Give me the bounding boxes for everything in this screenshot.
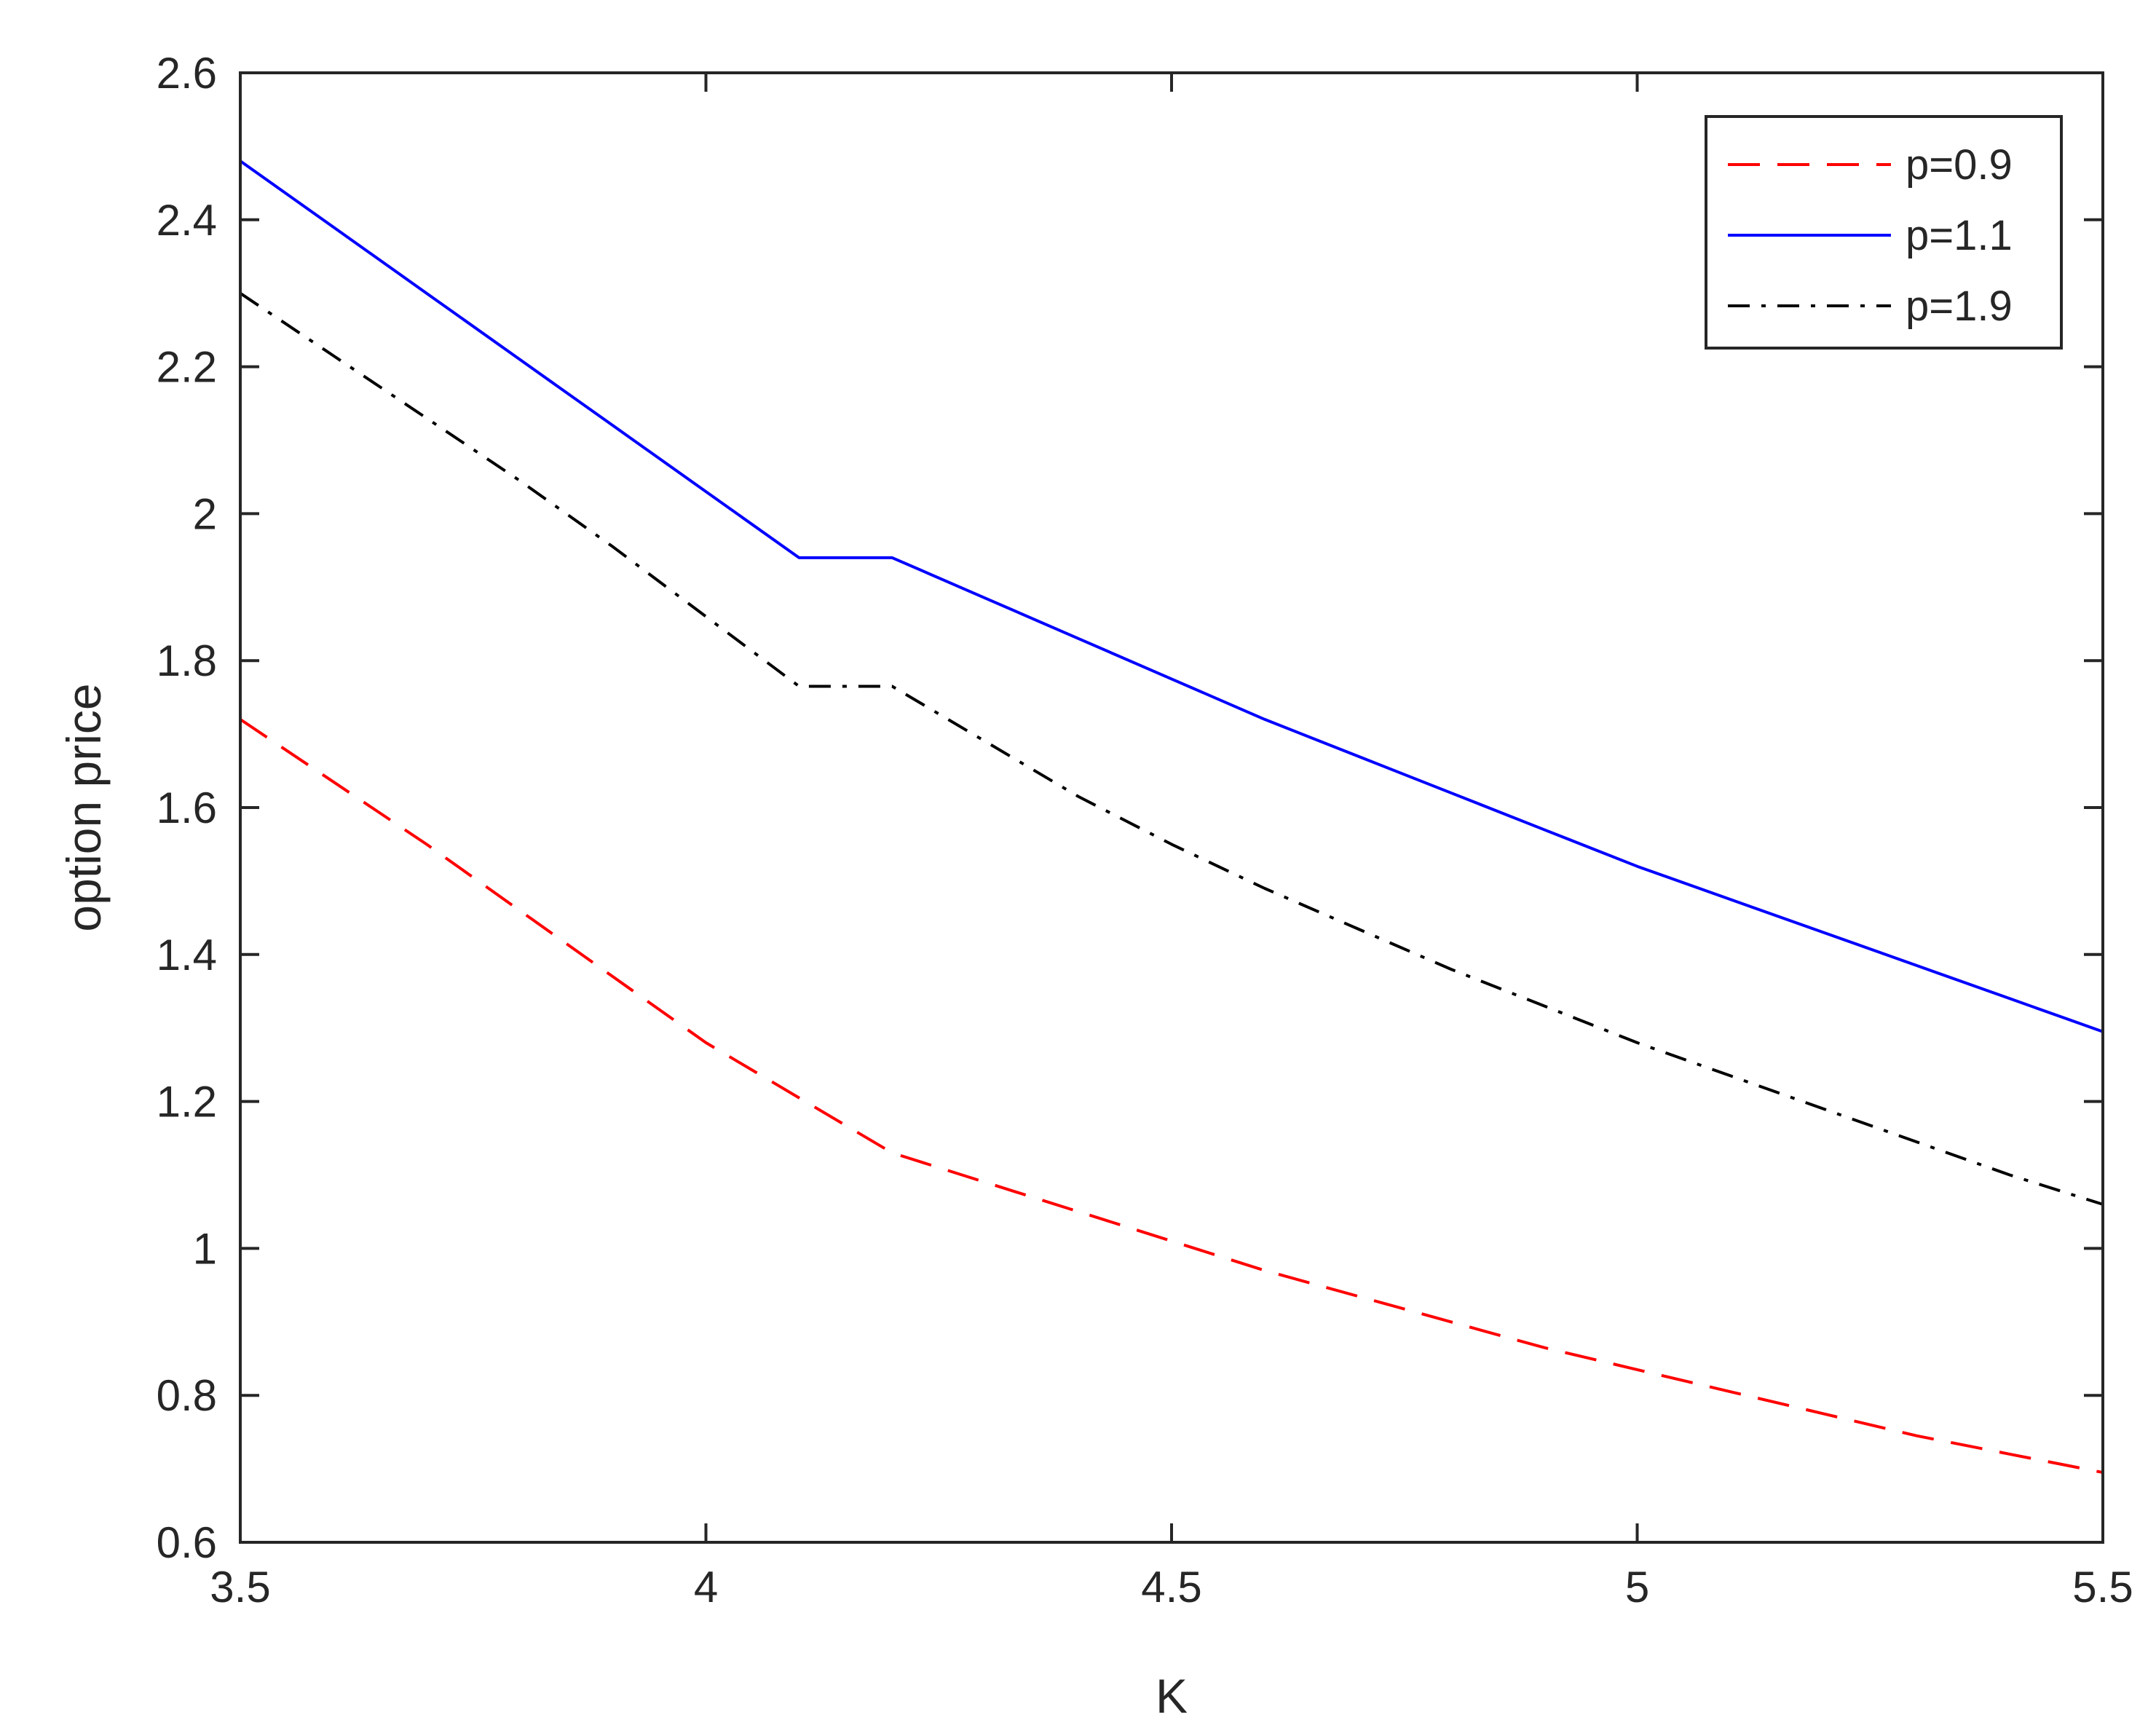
y-tick-label: 2.2 bbox=[157, 343, 217, 392]
y-tick-label: 0.6 bbox=[157, 1518, 217, 1567]
series-line-p-1-1 bbox=[239, 159, 2104, 1033]
y-axis-label: option price bbox=[57, 683, 111, 931]
series-line-p-1-9 bbox=[239, 292, 2104, 1206]
y-tick-label: 2.4 bbox=[157, 196, 217, 245]
legend-box bbox=[1705, 115, 2063, 350]
y-tick-label: 1.6 bbox=[157, 784, 217, 832]
y-tick-label: 1 bbox=[193, 1224, 217, 1273]
series-line-p-0-9 bbox=[239, 718, 2104, 1475]
y-tick-label: 1.2 bbox=[157, 1078, 217, 1127]
x-tick-label: 4.5 bbox=[1141, 1563, 1201, 1611]
series-layer bbox=[239, 159, 2104, 1475]
x-axis-label: K bbox=[1156, 1669, 1188, 1723]
x-tick-label: 5 bbox=[1625, 1563, 1649, 1611]
y-tick-label: 1.4 bbox=[157, 931, 217, 979]
x-tick-label: 3.5 bbox=[210, 1563, 270, 1611]
legend-label: p=0.9 bbox=[1906, 141, 2013, 189]
y-tick-label: 1.8 bbox=[157, 636, 217, 685]
legend-label: p=1.9 bbox=[1906, 283, 2013, 330]
y-tick-label: 0.8 bbox=[157, 1371, 217, 1420]
legend: p=0.9 p=1.1 p=1.9 bbox=[1705, 115, 2063, 350]
y-tick-label: 2 bbox=[193, 489, 217, 538]
tick-labels-layer: 3.5 4 4.5 5 5.5 0.6 0.8 1 1.2 1.4 1.6 1.8 2 2.2 2.4 2.6 bbox=[157, 49, 2133, 1611]
plot-frame bbox=[239, 71, 2104, 1544]
y-tick-label: 2.6 bbox=[157, 49, 217, 98]
x-tick-label: 4 bbox=[694, 1563, 718, 1611]
legend-label: p=1.1 bbox=[1906, 212, 2013, 259]
x-tick-label: 5.5 bbox=[2072, 1563, 2133, 1611]
